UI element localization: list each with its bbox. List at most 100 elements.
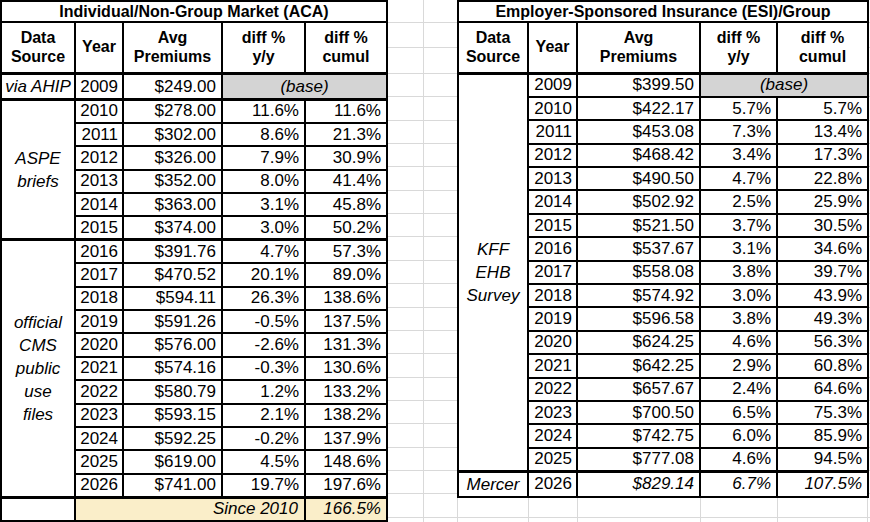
year-cell[interactable]: 2016 <box>75 240 123 263</box>
cumul-cell[interactable]: 197.6% <box>305 474 387 497</box>
premium-cell[interactable]: $642.25 <box>577 354 700 377</box>
cumul-cell[interactable]: 57.3% <box>305 240 387 263</box>
yoy-cell[interactable]: 4.6% <box>700 448 777 471</box>
premium-cell[interactable]: $502.92 <box>577 190 700 213</box>
premium-cell[interactable]: $576.00 <box>123 333 222 356</box>
year-cell[interactable]: 2015 <box>75 216 123 239</box>
column-header[interactable]: Year <box>528 22 577 74</box>
premium-cell[interactable]: $453.08 <box>577 120 700 143</box>
yoy-cell[interactable]: 2.1% <box>222 404 305 427</box>
premium-cell[interactable]: $829.14 <box>577 471 700 497</box>
year-cell[interactable]: 2013 <box>528 167 577 190</box>
year-cell[interactable]: 2018 <box>75 287 123 310</box>
year-cell[interactable]: 2022 <box>75 380 123 403</box>
source-cell[interactable]: official CMS public use files <box>1 240 75 497</box>
premium-cell[interactable]: $470.52 <box>123 263 222 286</box>
cumul-cell[interactable]: 131.3% <box>305 333 387 356</box>
year-cell[interactable]: 2019 <box>528 307 577 330</box>
column-header[interactable]: diff % y/y <box>700 22 777 74</box>
cumul-cell[interactable]: 94.5% <box>777 448 868 471</box>
yoy-cell[interactable]: 3.0% <box>700 284 777 307</box>
year-cell[interactable]: 2020 <box>75 333 123 356</box>
premium-cell[interactable]: $742.75 <box>577 424 700 447</box>
yoy-cell[interactable]: 4.7% <box>222 240 305 263</box>
yoy-cell[interactable]: 3.4% <box>700 144 777 167</box>
cumul-cell[interactable]: 49.3% <box>777 307 868 330</box>
summary-label-cell[interactable]: Since 2010 <box>75 497 305 520</box>
premium-cell[interactable]: $700.50 <box>577 401 700 424</box>
premium-cell[interactable]: $399.50 <box>577 74 700 97</box>
year-cell[interactable]: 2014 <box>528 190 577 213</box>
year-cell[interactable]: 2021 <box>528 354 577 377</box>
cumul-cell[interactable]: 64.6% <box>777 378 868 401</box>
cumul-cell[interactable]: 107.5% <box>777 471 868 497</box>
yoy-cell[interactable]: 20.1% <box>222 263 305 286</box>
year-cell[interactable]: 2026 <box>75 474 123 497</box>
premium-cell[interactable]: $278.00 <box>123 100 222 123</box>
cumul-cell[interactable]: 138.2% <box>305 404 387 427</box>
premium-cell[interactable]: $302.00 <box>123 123 222 146</box>
yoy-cell[interactable]: 7.9% <box>222 146 305 169</box>
year-cell[interactable]: 2017 <box>528 261 577 284</box>
premium-cell[interactable]: $777.08 <box>577 448 700 471</box>
cumul-cell[interactable]: 22.8% <box>777 167 868 190</box>
premium-cell[interactable]: $558.08 <box>577 261 700 284</box>
year-cell[interactable]: 2026 <box>528 471 577 497</box>
cumul-cell[interactable]: 137.9% <box>305 427 387 450</box>
year-cell[interactable]: 2012 <box>528 144 577 167</box>
yoy-cell[interactable]: 2.4% <box>700 378 777 401</box>
source-cell[interactable]: KFF EHB Survey <box>458 74 528 472</box>
cumul-cell[interactable]: 13.4% <box>777 120 868 143</box>
premium-cell[interactable]: $537.67 <box>577 237 700 260</box>
cumul-cell[interactable]: 75.3% <box>777 401 868 424</box>
year-cell[interactable]: 2010 <box>75 100 123 123</box>
cumul-cell[interactable]: 17.3% <box>777 144 868 167</box>
year-cell[interactable]: 2013 <box>75 170 123 193</box>
yoy-cell[interactable]: 8.0% <box>222 170 305 193</box>
column-header[interactable]: Avg Premiums <box>577 22 700 74</box>
premium-cell[interactable]: $326.00 <box>123 146 222 169</box>
yoy-cell[interactable]: 3.7% <box>700 214 777 237</box>
yoy-cell[interactable]: 3.8% <box>700 261 777 284</box>
year-cell[interactable]: 2011 <box>75 123 123 146</box>
column-header[interactable]: Year <box>75 22 123 74</box>
premium-cell[interactable]: $574.92 <box>577 284 700 307</box>
cumul-cell[interactable]: 148.6% <box>305 450 387 473</box>
yoy-cell[interactable]: 3.1% <box>700 237 777 260</box>
year-cell[interactable]: 2018 <box>528 284 577 307</box>
cumul-cell[interactable]: 11.6% <box>305 100 387 123</box>
yoy-cell[interactable]: 4.6% <box>700 331 777 354</box>
year-cell[interactable]: 2012 <box>75 146 123 169</box>
cumul-cell[interactable]: 30.9% <box>305 146 387 169</box>
premium-cell[interactable]: $352.00 <box>123 170 222 193</box>
premium-cell[interactable]: $624.25 <box>577 331 700 354</box>
column-header[interactable]: Data Source <box>1 22 75 74</box>
premium-cell[interactable]: $596.58 <box>577 307 700 330</box>
yoy-cell[interactable]: -0.3% <box>222 357 305 380</box>
premium-cell[interactable]: $741.00 <box>123 474 222 497</box>
year-cell[interactable]: 2010 <box>528 97 577 120</box>
yoy-cell[interactable]: 3.1% <box>222 193 305 216</box>
source-cell[interactable]: Mercer <box>458 471 528 497</box>
cumul-cell[interactable]: 39.7% <box>777 261 868 284</box>
base-cell[interactable]: (base) <box>700 74 868 97</box>
premium-cell[interactable]: $594.11 <box>123 287 222 310</box>
year-cell[interactable]: 2009 <box>528 74 577 97</box>
year-cell[interactable]: 2024 <box>75 427 123 450</box>
yoy-cell[interactable]: 2.5% <box>700 190 777 213</box>
summary-value-cell[interactable]: 166.5% <box>305 497 387 520</box>
cumul-cell[interactable]: 21.3% <box>305 123 387 146</box>
premium-cell[interactable]: $391.76 <box>123 240 222 263</box>
cumul-cell[interactable]: 5.7% <box>777 97 868 120</box>
yoy-cell[interactable]: 8.6% <box>222 123 305 146</box>
yoy-cell[interactable]: 3.8% <box>700 307 777 330</box>
premium-cell[interactable]: $363.00 <box>123 193 222 216</box>
year-cell[interactable]: 2017 <box>75 263 123 286</box>
premium-cell[interactable]: $521.50 <box>577 214 700 237</box>
premium-cell[interactable]: $592.25 <box>123 427 222 450</box>
yoy-cell[interactable]: 3.0% <box>222 216 305 239</box>
column-header[interactable]: Avg Premiums <box>123 22 222 74</box>
year-cell[interactable]: 2015 <box>528 214 577 237</box>
cumul-cell[interactable]: 85.9% <box>777 424 868 447</box>
cumul-cell[interactable]: 130.6% <box>305 357 387 380</box>
